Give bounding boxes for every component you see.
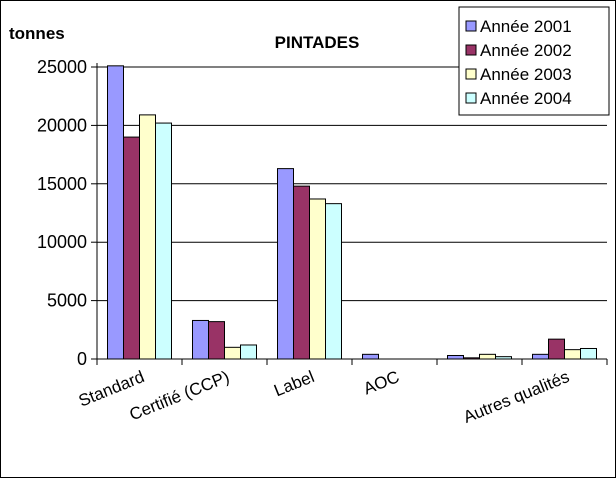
bar-series-2-cat-2 (309, 198, 326, 360)
bar-series-1-cat-1 (208, 321, 225, 360)
bar-series-0-cat-0 (107, 65, 124, 360)
bar-series-0-cat-2 (277, 168, 294, 360)
bar-series-3-cat-1 (240, 344, 257, 360)
bar-series-0-cat-4 (447, 354, 464, 360)
bar-series-0-cat-3 (362, 353, 379, 360)
axis-layer (91, 63, 608, 365)
legend-label-3: Année 2004 (480, 89, 572, 108)
bar-series-0-cat-5 (532, 353, 549, 360)
legend-swatch-3 (465, 92, 477, 104)
legend-label-0: Année 2001 (480, 17, 572, 36)
bar-series-0-cat-1 (192, 319, 209, 360)
y-tick-label-0: 0 (77, 349, 87, 369)
y-tick-label-5: 25000 (37, 57, 87, 77)
y-tick-label-1: 5000 (47, 291, 87, 311)
bar-series-1-cat-2 (293, 185, 310, 360)
y-tick-label-4: 20000 (37, 115, 87, 135)
x-category-label-5: Autres qualités (461, 367, 572, 427)
bar-series-1-cat-0 (123, 136, 140, 360)
legend-label-1: Année 2002 (480, 41, 572, 60)
bar-series-2-cat-5 (564, 349, 581, 360)
y-tick-label-2: 10000 (37, 232, 87, 252)
legend-swatch-2 (465, 68, 477, 80)
x-category-label-3: AOC (361, 367, 402, 398)
y-axis-label: tonnes (9, 24, 65, 43)
bar-series-2-cat-0 (139, 114, 156, 360)
legend-swatch-1 (465, 44, 477, 56)
legend: Année 2001 Année 2002 Année 2003 Année 2004 (458, 6, 610, 116)
grid-layer (97, 66, 607, 302)
bar-series-3-cat-2 (325, 203, 342, 360)
bar-series-2-cat-4 (479, 353, 496, 360)
legend-swatch-0 (465, 20, 477, 32)
legend-label-2: Année 2003 (480, 65, 572, 84)
chart-title: PINTADES (275, 33, 360, 52)
bars-layer (107, 65, 597, 360)
legend-box (458, 6, 610, 116)
bar-series-1-cat-5 (548, 338, 565, 360)
x-category-label-2: Label (271, 367, 317, 400)
bar-series-3-cat-5 (580, 347, 597, 360)
bar-series-3-cat-0 (155, 122, 172, 360)
bar-series-2-cat-1 (224, 346, 241, 360)
y-tick-label-3: 15000 (37, 174, 87, 194)
